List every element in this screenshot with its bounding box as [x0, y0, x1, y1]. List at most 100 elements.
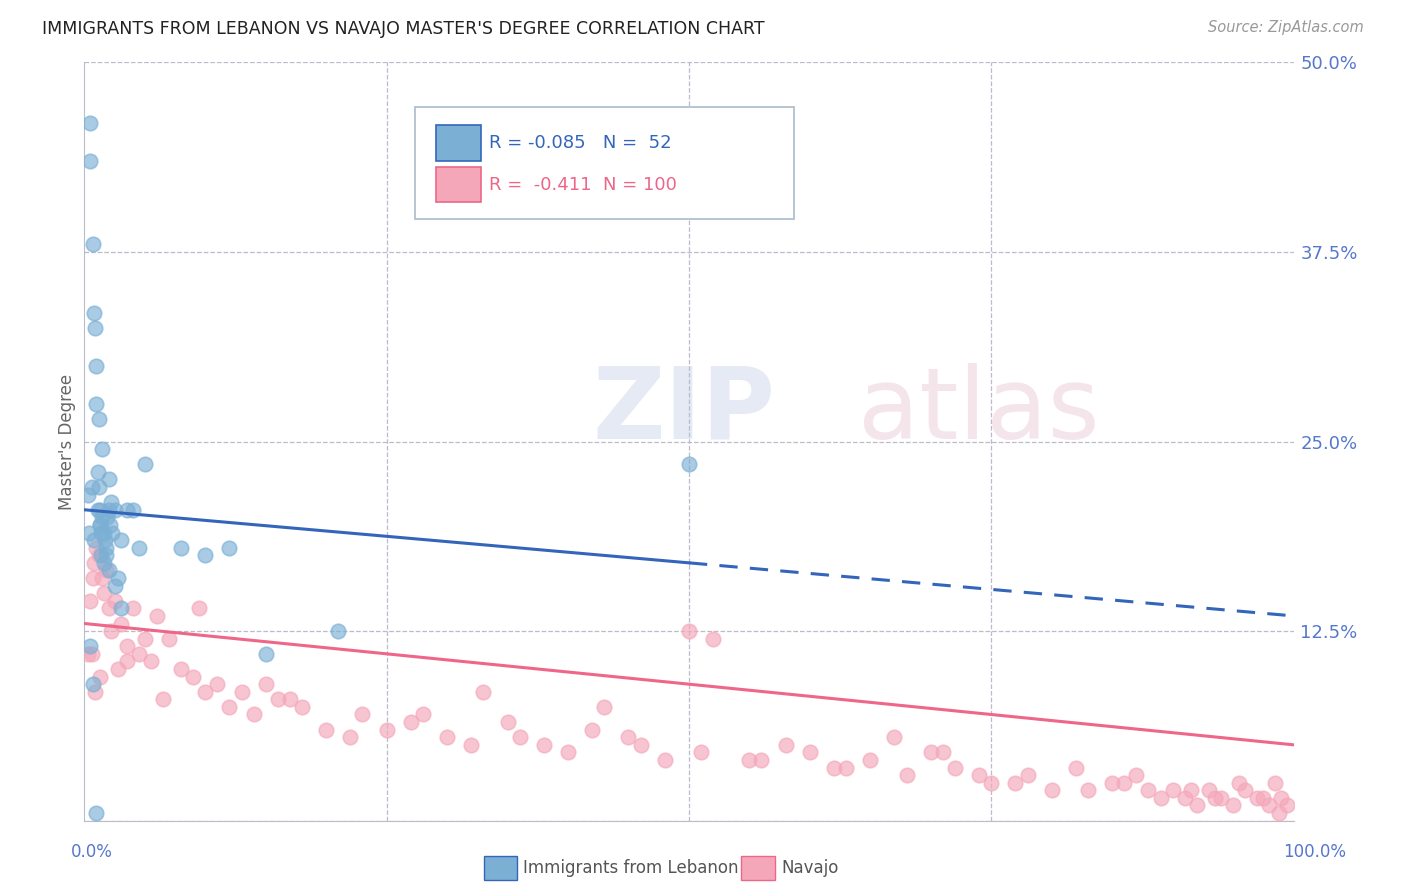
Point [82, 237, 104, 252]
Point [77, 487, 100, 501]
Text: R = -0.085   N =  52: R = -0.085 N = 52 [489, 134, 672, 152]
Point [967, 768, 990, 782]
Point [96, 510, 118, 524]
Point [80, 647, 103, 661]
Point [1077, 783, 1099, 797]
Point [77, 647, 100, 661]
Point [1137, 783, 1160, 797]
Point [412, 707, 434, 722]
Point [86, 503, 108, 517]
Y-axis label: Master's Degree: Master's Degree [58, 374, 76, 509]
Point [87, 480, 110, 494]
Point [399, 715, 422, 730]
Text: Immigrants from Lebanon: Immigrants from Lebanon [523, 859, 738, 877]
Point [152, 692, 174, 706]
Point [1114, 776, 1136, 790]
Point [738, 753, 761, 767]
Point [1264, 776, 1286, 790]
Point [110, 533, 132, 547]
Point [1204, 791, 1226, 805]
Point [1246, 791, 1268, 805]
Point [93, 556, 115, 570]
Text: 100.0%: 100.0% [1284, 843, 1346, 861]
Point [1234, 783, 1257, 797]
Point [1174, 791, 1197, 805]
Point [115, 639, 138, 653]
Point [1268, 806, 1291, 821]
Point [170, 541, 193, 555]
Point [883, 730, 905, 744]
Point [328, 624, 350, 639]
Point [1270, 791, 1292, 805]
Point [134, 457, 156, 471]
Point [90, 525, 112, 540]
Point [97, 473, 120, 487]
Point [104, 503, 127, 517]
Point [194, 548, 217, 563]
Point [1101, 776, 1123, 790]
Point [339, 730, 361, 744]
Point [799, 746, 821, 760]
Point [80, 480, 103, 494]
Point [533, 738, 555, 752]
Point [1222, 798, 1244, 813]
Point [1040, 783, 1063, 797]
Text: R =  -0.411  N = 100: R = -0.411 N = 100 [489, 176, 678, 194]
Point [630, 738, 652, 752]
Point [859, 753, 882, 767]
Point [690, 746, 713, 760]
Point [702, 632, 724, 646]
Point [278, 692, 301, 706]
Point [97, 503, 120, 517]
Text: 0.0%: 0.0% [70, 843, 112, 861]
Point [97, 601, 120, 615]
Point [86, 465, 108, 479]
Point [107, 662, 129, 676]
Point [943, 760, 966, 774]
Point [496, 715, 519, 730]
Point [104, 594, 127, 608]
Point [79, 116, 101, 130]
Point [86, 806, 108, 821]
Point [79, 639, 101, 653]
Point [593, 699, 616, 714]
Point [932, 746, 955, 760]
Point [1209, 791, 1232, 805]
Point [90, 548, 112, 563]
Point [91, 571, 114, 585]
Point [654, 753, 676, 767]
Point [920, 746, 942, 760]
Point [94, 541, 117, 555]
Point [896, 768, 918, 782]
Text: Navajo: Navajo [782, 859, 839, 877]
Text: ZIP: ZIP [592, 363, 775, 459]
Point [980, 776, 1002, 790]
Point [89, 517, 111, 532]
Point [1161, 783, 1184, 797]
Point [93, 525, 115, 540]
Point [121, 503, 143, 517]
Point [375, 723, 398, 737]
Point [134, 632, 156, 646]
Point [188, 601, 211, 615]
Point [139, 655, 162, 669]
Point [1277, 798, 1299, 813]
Point [98, 517, 121, 532]
Text: Source: ZipAtlas.com: Source: ZipAtlas.com [1208, 20, 1364, 35]
Point [617, 730, 640, 744]
Point [170, 662, 193, 676]
Point [84, 320, 107, 334]
Point [315, 723, 337, 737]
Point [107, 571, 129, 585]
Point [82, 571, 104, 585]
Point [231, 685, 253, 699]
Point [83, 533, 105, 547]
Point [89, 669, 111, 683]
Point [1004, 776, 1026, 790]
Point [128, 647, 150, 661]
Point [1198, 783, 1220, 797]
Point [678, 624, 700, 639]
Point [1064, 760, 1087, 774]
Point [775, 738, 797, 752]
Text: atlas: atlas [858, 363, 1099, 459]
